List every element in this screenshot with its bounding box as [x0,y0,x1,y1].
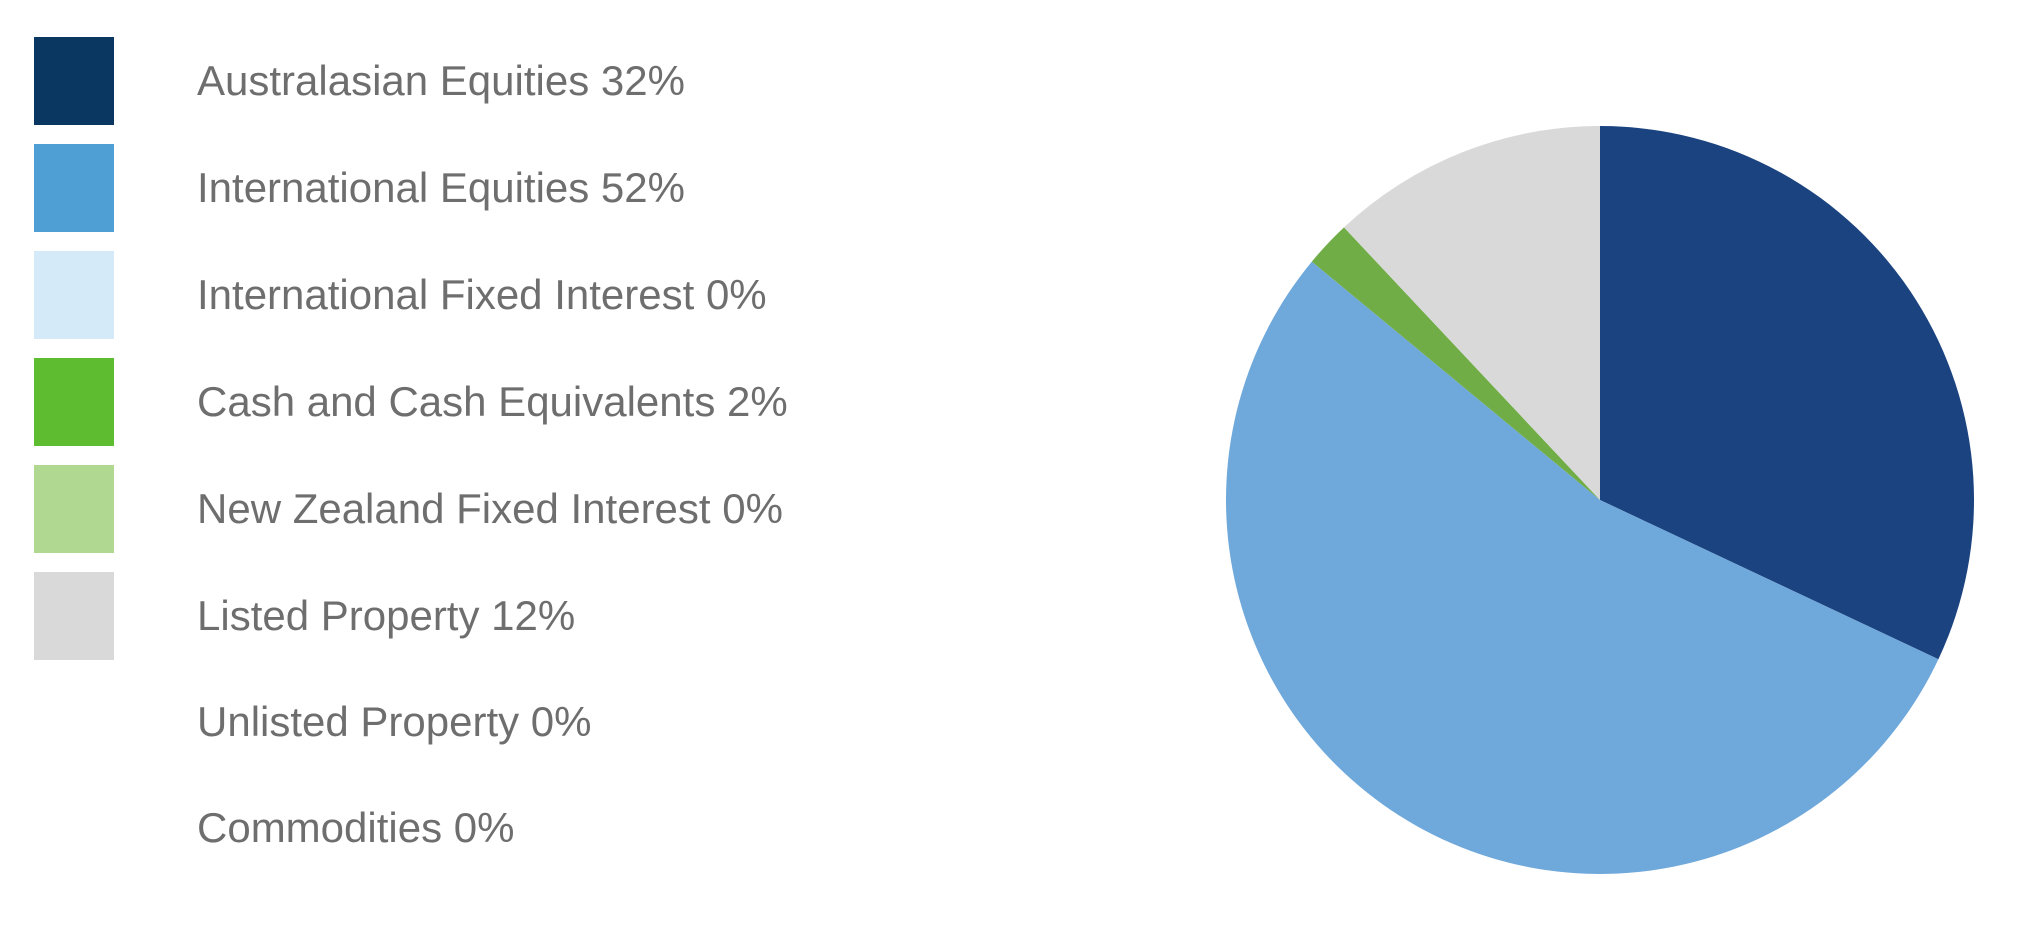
legend-label: International Fixed Interest 0% [197,271,767,318]
pie-slice-listed-property [1343,125,1600,500]
legend-item-australasian-equities: Australasian Equities 32% [0,37,1000,125]
legend-label: Commodities 0% [197,804,515,851]
legend-label: Cash and Cash Equivalents 2% [197,378,788,425]
legend-swatch [34,251,114,339]
legend-item-cash-and-cash-equivalents: Cash and Cash Equivalents 2% [0,358,1000,446]
legend-swatch [34,465,114,553]
legend-swatch [34,144,114,232]
legend-item-unlisted-property: Unlisted Property 0% [0,678,1000,766]
legend-label: Unlisted Property 0% [197,698,592,745]
legend-swatch [34,358,114,446]
legend-item-listed-property: Listed Property 12% [0,572,1000,660]
legend-label: New Zealand Fixed Interest 0% [197,485,783,532]
pie-slice-australasian-equities [1600,126,1975,660]
legend-item-commodities: Commodities 0% [0,784,1000,872]
legend-item-new-zealand-fixed-interest: New Zealand Fixed Interest 0% [0,465,1000,553]
legend-swatch [34,37,114,125]
legend-swatch [34,572,114,660]
legend-item-international-fixed-interest: International Fixed Interest 0% [0,251,1000,339]
chart-legend: Australasian Equities 32% International … [0,0,1000,934]
pie-slice-international-equities [1226,261,1939,874]
legend-label: Australasian Equities 32% [197,57,685,104]
pie-slice-cash-and-cash-equivalents [1311,227,1600,500]
legend-item-international-equities: International Equities 52% [0,144,1000,232]
legend-label: Listed Property 12% [197,592,576,639]
legend-label: International Equities 52% [197,164,685,211]
